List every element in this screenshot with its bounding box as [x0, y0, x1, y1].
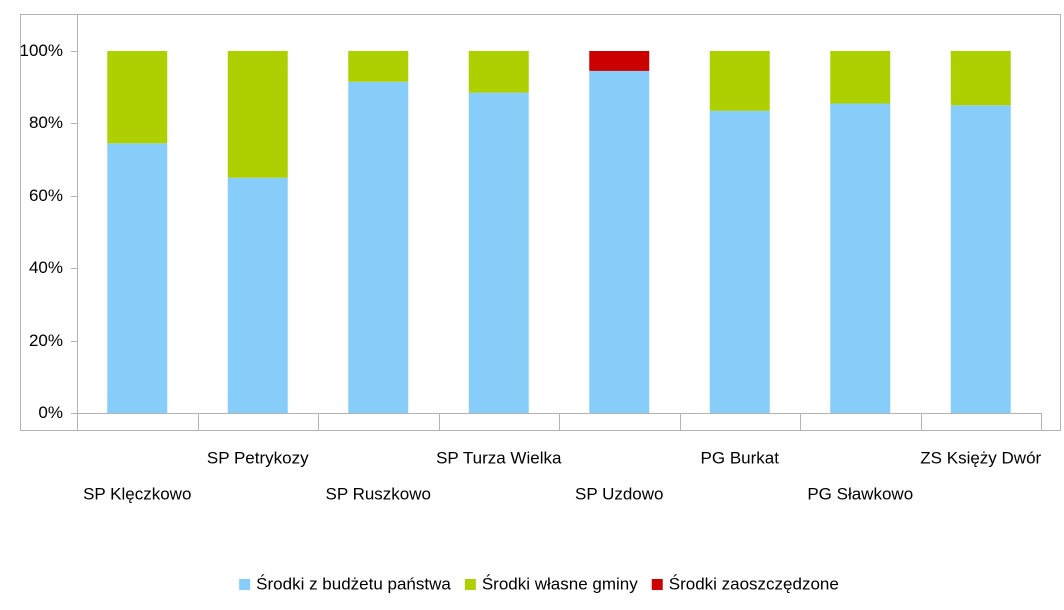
x-tick-label: ZS Księży Dwór — [920, 448, 1041, 467]
bar-segment — [709, 110, 770, 413]
bar-segment — [468, 51, 529, 93]
bar-segment — [589, 51, 650, 71]
plot-frame — [20, 14, 1061, 431]
bar-segment — [227, 177, 288, 413]
y-tick-label: 0% — [38, 403, 63, 422]
bar-segment — [348, 81, 409, 414]
bar-segment — [589, 70, 650, 413]
x-tick-label: PG Sławkowo — [807, 484, 913, 503]
legend-swatch — [651, 579, 663, 590]
bar-segment — [107, 51, 168, 144]
x-tick-label: SP Ruszkowo — [325, 484, 431, 503]
bar-segment — [830, 103, 891, 414]
bar-segment — [468, 92, 529, 413]
bar-segment — [107, 143, 168, 413]
y-tick-label: 20% — [29, 331, 63, 350]
x-tick-label: SP Petrykozy — [207, 448, 309, 467]
legend: Środki z budżetu państwa Środki własne gm… — [239, 574, 839, 593]
bar-segment — [348, 51, 409, 82]
legend-label: Środki zaoszczędzone — [669, 574, 839, 593]
y-tick-label: 100% — [20, 41, 63, 60]
legend-label: Środki własne gminy — [482, 574, 638, 593]
bar-segment — [227, 51, 288, 178]
legend-swatch — [239, 579, 251, 590]
bar-segment — [950, 51, 1011, 106]
x-tick-label: PG Burkat — [701, 448, 780, 467]
bar-segment — [950, 105, 1011, 414]
x-tick-label: SP Uzdowo — [575, 484, 664, 503]
y-tick-label: 60% — [29, 186, 63, 205]
y-tick-label: 80% — [29, 113, 63, 132]
x-tick-label: SP Turza Wielka — [436, 448, 562, 467]
x-tick-label: SP Klęczkowo — [83, 484, 191, 503]
y-tick-label: 40% — [29, 258, 63, 277]
legend-swatch — [464, 579, 476, 590]
bar-segment — [830, 51, 891, 104]
bar-segment — [709, 51, 770, 111]
legend-label: Środki z budżetu państwa — [256, 574, 451, 593]
